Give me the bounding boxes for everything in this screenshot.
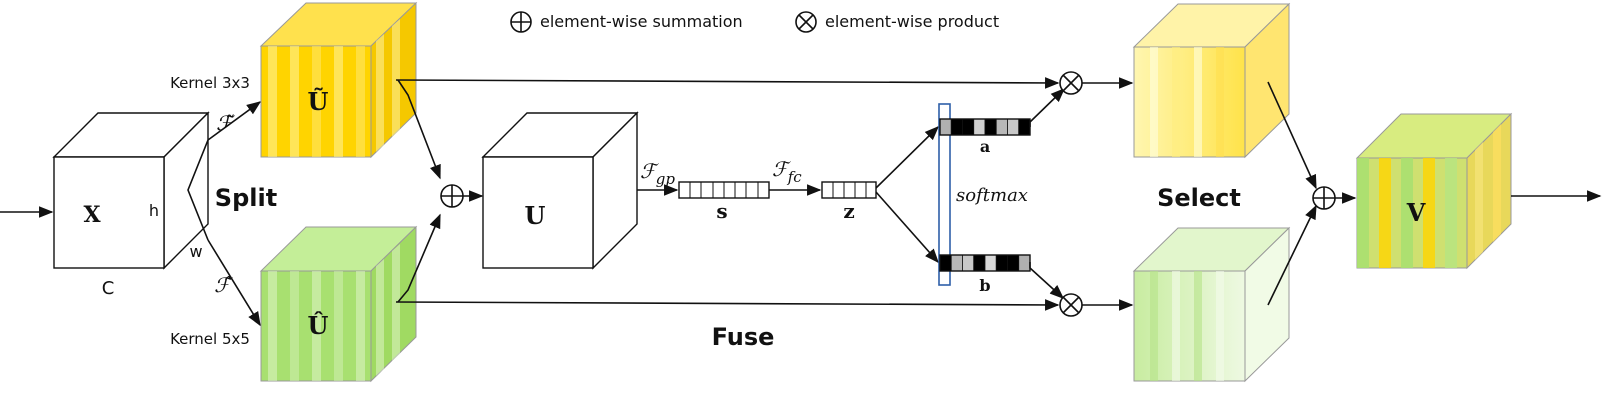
top-product-node [1059,71,1083,95]
fc-label: ℱfc [772,157,802,186]
select-stage-label: Select [1157,184,1241,212]
bottom-transform-label: ℱ̂ [214,273,233,297]
top-branch-cube [259,1,418,159]
z-to-a-arrow [875,125,940,189]
fuse-stage-label: Fuse [712,323,775,351]
fc-label-sub: fc [787,168,803,186]
a-vector-cell [1018,118,1031,136]
fuse-sum-node [440,184,464,208]
a-vector [939,118,1031,136]
b-vector [939,254,1031,272]
a-vector-cell [939,118,952,136]
output-tensor-label: V [1406,198,1426,227]
kernel-5x5-label: Kernel 5x5 [170,330,250,348]
kernel-3x3-label: Kernel 3x3 [170,74,250,92]
b-vector-cell [950,254,963,272]
a-vector-cell [973,118,986,136]
gp-label-sub: gp [656,170,676,188]
legend: element-wise summation element-wise prod… [510,11,999,33]
gp-label-base: ℱ [640,159,659,183]
fused-cube [481,111,639,270]
softmax-box [938,103,951,286]
product-legend-label: element-wise product [825,12,999,31]
b-to-product-arrow [1029,262,1065,299]
dim-c-label: C [102,278,115,299]
s-vector [678,181,770,199]
softmax-label: softmax [956,185,1028,206]
summation-legend-label: element-wise summation [540,12,743,31]
b-vector-cell [1007,254,1020,272]
b-vector-cell [973,254,986,272]
bottom-branch-cube [259,225,418,383]
split-fork-line [187,139,209,241]
split-bottom-arrow [207,239,261,327]
dim-w-label: w [189,242,202,261]
s-label: s [716,199,727,223]
top-to-sum-arrow [397,79,441,180]
b-vector-cell [939,254,952,272]
input-tensor-label: X [83,202,101,228]
a-vector-cell [984,118,997,136]
split-top-arrow [207,101,262,141]
gp-label: ℱgp [640,159,675,188]
bottom-to-sum-arrow [397,213,441,303]
output-cube [1355,112,1513,270]
fc-label-base: ℱ [772,157,791,181]
bottom-cube-to-sum-arrow [1267,204,1317,306]
a-vector-cell [962,118,975,136]
top-transform-label: ℱ̃ [216,111,235,135]
select-bottom-cube [1132,226,1291,383]
z-label: z [843,199,854,223]
a-vector-cell [995,118,1008,136]
summation-legend-icon [510,11,532,33]
split-stage-label: Split [215,184,277,212]
select-top-cube [1132,2,1291,159]
b-label: b [979,276,990,295]
top-tensor-label: Ũ [308,87,329,116]
select-sum-node [1312,186,1336,210]
a-vector-cell [1007,118,1020,136]
a-to-product-arrow [1029,87,1066,127]
a-vector-cell [950,118,963,136]
b-vector-cell [962,254,975,272]
b-vector-cell [1018,254,1031,272]
bottom-bypass-arrow [395,299,1060,311]
z-to-b-arrow [875,191,939,264]
fused-tensor-label: U [525,201,546,230]
z-vector [821,181,877,199]
dim-h-label: h [149,201,159,220]
b-vector-cell [984,254,997,272]
a-label: a [980,137,990,156]
b-vector-cell [995,254,1008,272]
top-cube-to-sum-arrow [1267,81,1317,190]
bottom-tensor-label: Û [308,311,329,340]
product-legend-icon [795,11,817,33]
input-cube [52,111,210,270]
top-bypass-arrow [395,77,1060,89]
bottom-product-node [1059,293,1083,317]
